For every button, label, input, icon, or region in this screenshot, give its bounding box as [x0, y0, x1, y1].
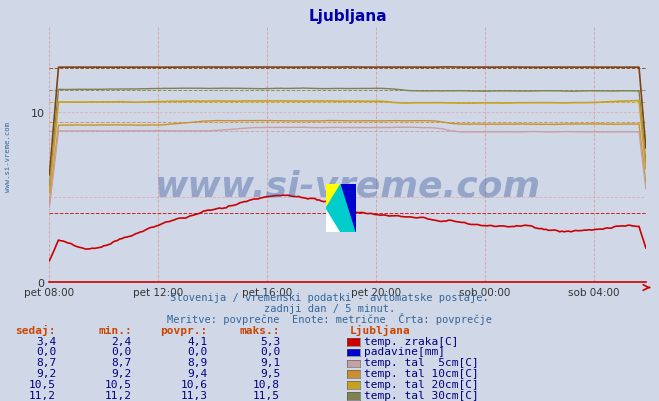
Text: 2,4: 2,4 [111, 336, 132, 346]
Text: 3,4: 3,4 [36, 336, 56, 346]
Text: 4,1: 4,1 [187, 336, 208, 346]
Text: 0,0: 0,0 [111, 346, 132, 356]
Text: www.si-vreme.com: www.si-vreme.com [5, 122, 11, 191]
Text: 9,4: 9,4 [187, 368, 208, 378]
Text: 9,1: 9,1 [260, 357, 280, 367]
Text: temp. tal  5cm[C]: temp. tal 5cm[C] [364, 357, 478, 367]
Text: povpr.:: povpr.: [160, 325, 208, 335]
Text: 10,5: 10,5 [29, 379, 56, 389]
Text: 11,2: 11,2 [105, 390, 132, 400]
Text: maks.:: maks.: [240, 325, 280, 335]
Text: sedaj:: sedaj: [16, 324, 56, 335]
Text: temp. zraka[C]: temp. zraka[C] [364, 336, 458, 346]
Polygon shape [341, 184, 356, 233]
Text: Slovenija / vremenski podatki - avtomatske postaje.: Slovenija / vremenski podatki - avtomats… [170, 292, 489, 302]
Text: temp. tal 30cm[C]: temp. tal 30cm[C] [364, 390, 478, 400]
Text: min.:: min.: [98, 325, 132, 335]
Text: Ljubljana: Ljubljana [349, 324, 410, 335]
Text: 11,5: 11,5 [253, 390, 280, 400]
Text: 9,5: 9,5 [260, 368, 280, 378]
Text: 9,2: 9,2 [36, 368, 56, 378]
Text: 10,8: 10,8 [253, 379, 280, 389]
Text: temp. tal 20cm[C]: temp. tal 20cm[C] [364, 379, 478, 389]
Polygon shape [326, 184, 341, 209]
Text: www.si-vreme.com: www.si-vreme.com [155, 169, 540, 203]
Text: 0,0: 0,0 [36, 346, 56, 356]
Text: 8,7: 8,7 [111, 357, 132, 367]
Text: 9,2: 9,2 [111, 368, 132, 378]
Text: temp. tal 10cm[C]: temp. tal 10cm[C] [364, 368, 478, 378]
Text: 8,7: 8,7 [36, 357, 56, 367]
Text: 8,9: 8,9 [187, 357, 208, 367]
Title: Ljubljana: Ljubljana [308, 9, 387, 24]
Text: padavine[mm]: padavine[mm] [364, 346, 445, 356]
Text: 10,5: 10,5 [105, 379, 132, 389]
Text: Meritve: povprečne  Enote: metrične  Črta: povprečje: Meritve: povprečne Enote: metrične Črta:… [167, 312, 492, 324]
Text: 11,2: 11,2 [29, 390, 56, 400]
Text: 5,3: 5,3 [260, 336, 280, 346]
Polygon shape [326, 184, 356, 233]
Text: zadnji dan / 5 minut.: zadnji dan / 5 minut. [264, 303, 395, 313]
Text: 10,6: 10,6 [181, 379, 208, 389]
Text: 0,0: 0,0 [260, 346, 280, 356]
Text: 0,0: 0,0 [187, 346, 208, 356]
Text: 11,3: 11,3 [181, 390, 208, 400]
